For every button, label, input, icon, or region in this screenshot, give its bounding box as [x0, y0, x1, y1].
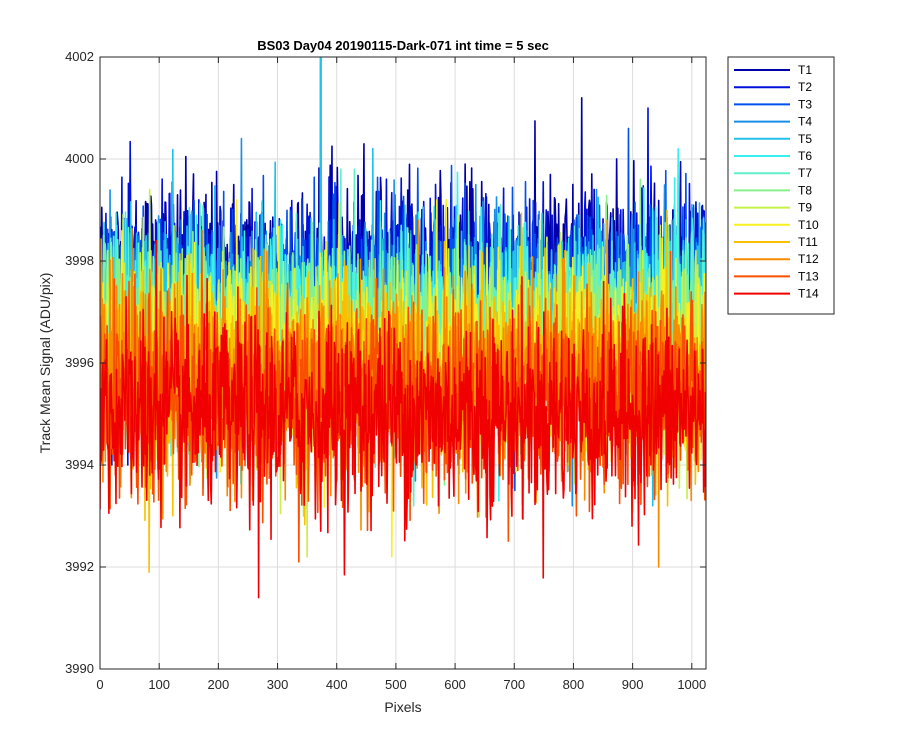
legend: T1 T2 T3 T4 T5 T6 T7 T8 T9 T10 T11 T12 T13 T14: [727, 56, 835, 315]
x-tick-label: 900: [622, 677, 644, 692]
series-line-t14: [100, 239, 706, 599]
x-tick-label: 1000: [677, 677, 706, 692]
legend-label-t11: T11: [798, 235, 818, 249]
legend-box: [727, 56, 835, 315]
y-tick-label: 3992: [65, 559, 94, 574]
chart-title: BS03 Day04 20190115-Dark-071 int time = …: [257, 38, 549, 53]
y-tick-label: 4000: [65, 151, 94, 166]
legend-label-t4: T4: [798, 115, 812, 129]
legend-label-t2: T2: [798, 80, 812, 94]
legend-label-t10: T10: [798, 218, 819, 232]
x-tick-label: 600: [444, 677, 466, 692]
x-tick-label: 200: [208, 677, 230, 692]
y-tick-label: 3990: [65, 661, 94, 676]
legend-label-t3: T3: [798, 97, 812, 111]
x-tick-label: 700: [503, 677, 525, 692]
legend-label-t14: T14: [798, 287, 819, 301]
x-tick-label: 500: [385, 677, 407, 692]
x-tick-label: 800: [563, 677, 585, 692]
y-tick-label: 3998: [65, 253, 94, 268]
legend-items: T1 T2 T3 T4 T5 T6 T7 T8 T9 T10 T11 T12 T13 T14: [734, 63, 819, 301]
x-tick-label: 0: [96, 677, 103, 692]
legend-label-t7: T7: [798, 166, 812, 180]
y-axis-label: Track Mean Signal (ADU/pix): [37, 273, 53, 454]
legend-label-t6: T6: [798, 149, 812, 163]
legend-label-t13: T13: [798, 269, 819, 283]
x-tick-label: 400: [326, 677, 348, 692]
y-tick-label: 4002: [65, 49, 94, 64]
legend-label-t1: T1: [798, 63, 812, 77]
x-tick-label: 100: [148, 677, 170, 692]
y-tick-label: 3994: [65, 457, 94, 472]
legend-label-t12: T12: [798, 252, 819, 266]
series-lines: [100, 57, 706, 599]
axis-ticks: 0 100 200 300 400 500 600 700 800 900 1000 3990 3992…: [65, 49, 706, 692]
legend-label-t9: T9: [798, 201, 812, 215]
x-axis-label: Pixels: [384, 699, 421, 715]
y-tick-label: 3996: [65, 355, 94, 370]
x-tick-label: 300: [267, 677, 289, 692]
legend-label-t5: T5: [798, 132, 812, 146]
legend-label-t8: T8: [798, 183, 812, 197]
